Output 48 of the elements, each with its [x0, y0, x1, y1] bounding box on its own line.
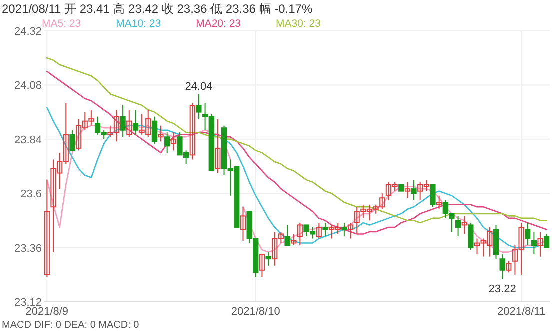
y-tick-label: 23.84	[14, 134, 42, 146]
candlestick	[120, 105, 126, 138]
candlestick	[506, 260, 512, 274]
candlestick	[158, 125, 164, 142]
candlestick	[297, 222, 303, 246]
candlestick	[500, 254, 506, 280]
annotation: 23.22	[488, 283, 516, 296]
x-tick-label: 2021/8/10	[231, 306, 280, 318]
candlestick	[259, 254, 266, 278]
candlestick	[284, 224, 290, 246]
candlestick	[468, 222, 474, 251]
candlestick	[531, 231, 537, 256]
legend: MA5: 23 MA10: 23 MA20: 23 MA30: 23	[42, 18, 321, 30]
candlestick	[430, 184, 436, 208]
candlestick	[342, 222, 348, 238]
candlestick	[190, 102, 196, 160]
candlestick	[538, 231, 544, 258]
annotation: 24.04	[185, 81, 213, 94]
candlestick	[544, 234, 550, 248]
candlestick	[462, 216, 468, 235]
candlestick	[411, 180, 417, 201]
candlestick	[266, 252, 272, 266]
y-tick-label: 23.12	[14, 297, 42, 309]
y-tick-label: 23.36	[14, 242, 42, 255]
y-tick-label: 23.6	[20, 188, 42, 201]
candlestick	[404, 182, 410, 199]
x-tick-label: 2021/8/11	[497, 306, 546, 318]
candlestick	[291, 234, 297, 246]
candlestick	[240, 206, 246, 242]
chart-title: 2021/08/11 开 23.41 高 23.42 收 23.36 低 23.36 幅 -0.17%	[2, 2, 313, 16]
text: MACD DIF: 0 DEA: 0 MACD: 0	[2, 320, 140, 331]
candlestick	[525, 222, 531, 246]
candlestick	[316, 222, 322, 240]
candlestick	[215, 118, 221, 174]
candlestick	[322, 222, 328, 238]
candlestick	[132, 110, 139, 136]
candlestick	[164, 132, 170, 154]
candlestick	[152, 116, 158, 144]
candlestick	[170, 132, 176, 152]
candlestick	[196, 94, 202, 120]
candlestick	[126, 110, 132, 138]
candlestick	[70, 130, 76, 152]
x-tick-label: 2021/8/9	[26, 306, 69, 318]
candlestick	[436, 195, 442, 210]
candlestick	[455, 216, 462, 238]
y-tick-label: 24.32	[14, 26, 42, 38]
candlestick	[348, 222, 354, 240]
y-tick-label: 24.08	[14, 80, 42, 92]
